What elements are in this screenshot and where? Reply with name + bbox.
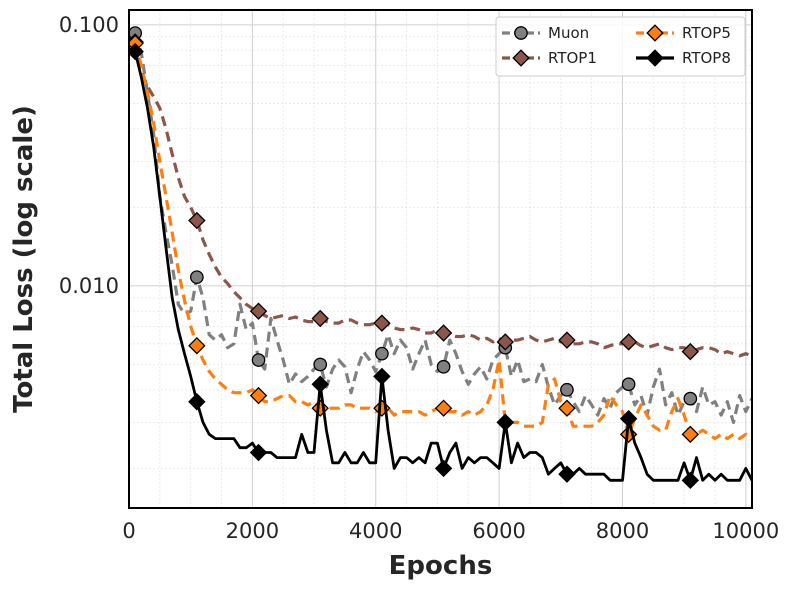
legend-marker-muon <box>514 26 528 40</box>
series-layer <box>129 26 752 490</box>
series-line-rtop5 <box>133 42 752 441</box>
x-tick-label: 0 <box>122 519 135 543</box>
legend-marker-rtop8 <box>646 49 664 67</box>
y-tick-label: 0.100 <box>59 13 119 37</box>
series-marker-rtop5 <box>188 337 206 355</box>
series-marker-rtop8 <box>434 459 453 478</box>
series-marker-rtop1 <box>311 309 329 328</box>
series-marker-muon <box>251 353 266 367</box>
series-marker-rtop5 <box>681 425 700 444</box>
series-marker-rtop8 <box>373 367 391 386</box>
series-marker-muon <box>313 357 328 372</box>
series-marker-rtop8 <box>188 393 206 411</box>
x-axis-title: Epochs <box>389 551 493 581</box>
series-line-muon <box>133 32 752 424</box>
x-tick-label: 2000 <box>226 519 279 543</box>
y-axis-ticks: 0.010 0.100 <box>59 13 119 298</box>
legend-item-rtop1: RTOP1 <box>502 49 597 67</box>
legend-label-rtop1: RTOP1 <box>548 49 597 67</box>
series-marker-rtop8 <box>681 471 700 490</box>
legend-box <box>495 16 746 77</box>
series-marker-rtop1 <box>434 324 453 342</box>
series-marker-muon <box>621 377 636 392</box>
series-marker-rtop1 <box>188 211 206 230</box>
series-muon <box>129 26 752 424</box>
legend-label-rtop8: RTOP8 <box>682 49 731 67</box>
series-marker-rtop1 <box>249 302 268 320</box>
series-marker-muon <box>560 382 574 397</box>
y-axis-title: Total Loss (log scale) <box>9 105 39 413</box>
series-marker-rtop1 <box>681 342 700 361</box>
plot-background <box>129 10 752 508</box>
legend-item-rtop5: RTOP5 <box>636 24 731 42</box>
series-marker-rtop5 <box>434 399 453 417</box>
x-tick-label: 6000 <box>472 519 525 543</box>
legend-item-rtop8: RTOP8 <box>636 49 731 67</box>
series-marker-rtop5 <box>619 425 638 444</box>
x-tick-label: 10000 <box>712 519 779 543</box>
series-marker-muon <box>683 391 698 406</box>
series-marker-rtop5 <box>558 399 576 417</box>
legend-marker-rtop1 <box>512 49 530 67</box>
legend-item-muon: Muon <box>502 24 589 42</box>
series-marker-rtop8 <box>249 443 268 462</box>
series-rtop1 <box>129 33 752 361</box>
x-tick-label: 8000 <box>596 519 649 543</box>
plot-area <box>128 9 753 509</box>
x-tick-label: 4000 <box>349 519 402 543</box>
legend-marker-rtop5 <box>646 24 664 42</box>
legend-label-muon: Muon <box>548 24 589 42</box>
series-marker-rtop5 <box>249 386 268 405</box>
legend: Muon RTOP1 RTOP5 RTOP8 <box>495 16 746 77</box>
series-rtop8 <box>129 42 752 490</box>
plot-frame <box>128 9 753 509</box>
series-marker-rtop1 <box>558 331 576 349</box>
series-marker-rtop1 <box>373 314 391 332</box>
series-marker-rtop8 <box>558 465 576 483</box>
series-marker-rtop1 <box>619 333 638 351</box>
series-marker-muon <box>190 270 204 285</box>
series-marker-muon <box>436 359 451 374</box>
legend-label-rtop5: RTOP5 <box>682 24 731 42</box>
series-marker-rtop8 <box>619 409 638 428</box>
series-marker-muon <box>375 346 389 361</box>
y-tick-label: 0.010 <box>59 274 119 298</box>
series-rtop5 <box>129 34 752 444</box>
x-axis-ticks: 0 2000 4000 6000 8000 10000 <box>122 519 779 543</box>
series-marker-rtop1 <box>496 333 514 351</box>
series-marker-rtop8 <box>311 375 329 393</box>
series-marker-rtop8 <box>496 413 514 432</box>
